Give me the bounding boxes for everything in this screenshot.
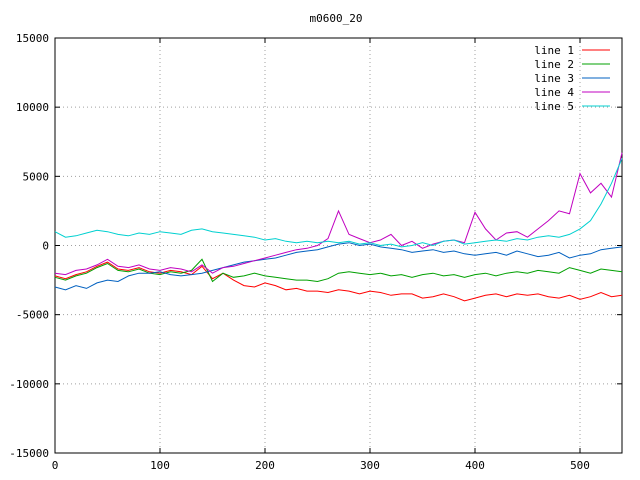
x-tick-label: 0 bbox=[52, 459, 59, 472]
legend-label-4: line 4 bbox=[534, 86, 574, 99]
series-line-2 bbox=[54, 258, 623, 283]
series-line-5 bbox=[54, 158, 623, 248]
y-tick-label: 15000 bbox=[16, 32, 49, 45]
series-line-3 bbox=[54, 242, 623, 291]
y-tick-label: -10000 bbox=[9, 378, 49, 391]
y-tick-label: -5000 bbox=[16, 309, 49, 322]
x-tick-label: 200 bbox=[255, 459, 275, 472]
x-tick-label: 400 bbox=[465, 459, 485, 472]
chart-title: m0600_20 bbox=[310, 12, 363, 25]
legend-label-5: line 5 bbox=[534, 100, 574, 113]
y-tick-label: -15000 bbox=[9, 447, 49, 460]
x-tick-label: 300 bbox=[360, 459, 380, 472]
legend-label-3: line 3 bbox=[534, 72, 574, 85]
x-tick-label: 500 bbox=[570, 459, 590, 472]
legend-label-1: line 1 bbox=[534, 44, 574, 57]
y-tick-label: 10000 bbox=[16, 101, 49, 114]
legend-label-2: line 2 bbox=[534, 58, 574, 71]
grid-lines bbox=[55, 38, 622, 453]
series-line-1 bbox=[54, 261, 623, 302]
y-tick-label: 0 bbox=[42, 240, 49, 253]
series-line-4 bbox=[54, 152, 623, 276]
series-lines bbox=[54, 152, 623, 302]
axes: 0 100 200 300 400 500 -15000 -10000 -5000 0 5000 10… bbox=[9, 32, 623, 472]
x-tick-label: 100 bbox=[150, 459, 170, 472]
y-tick-label: 5000 bbox=[23, 170, 50, 183]
